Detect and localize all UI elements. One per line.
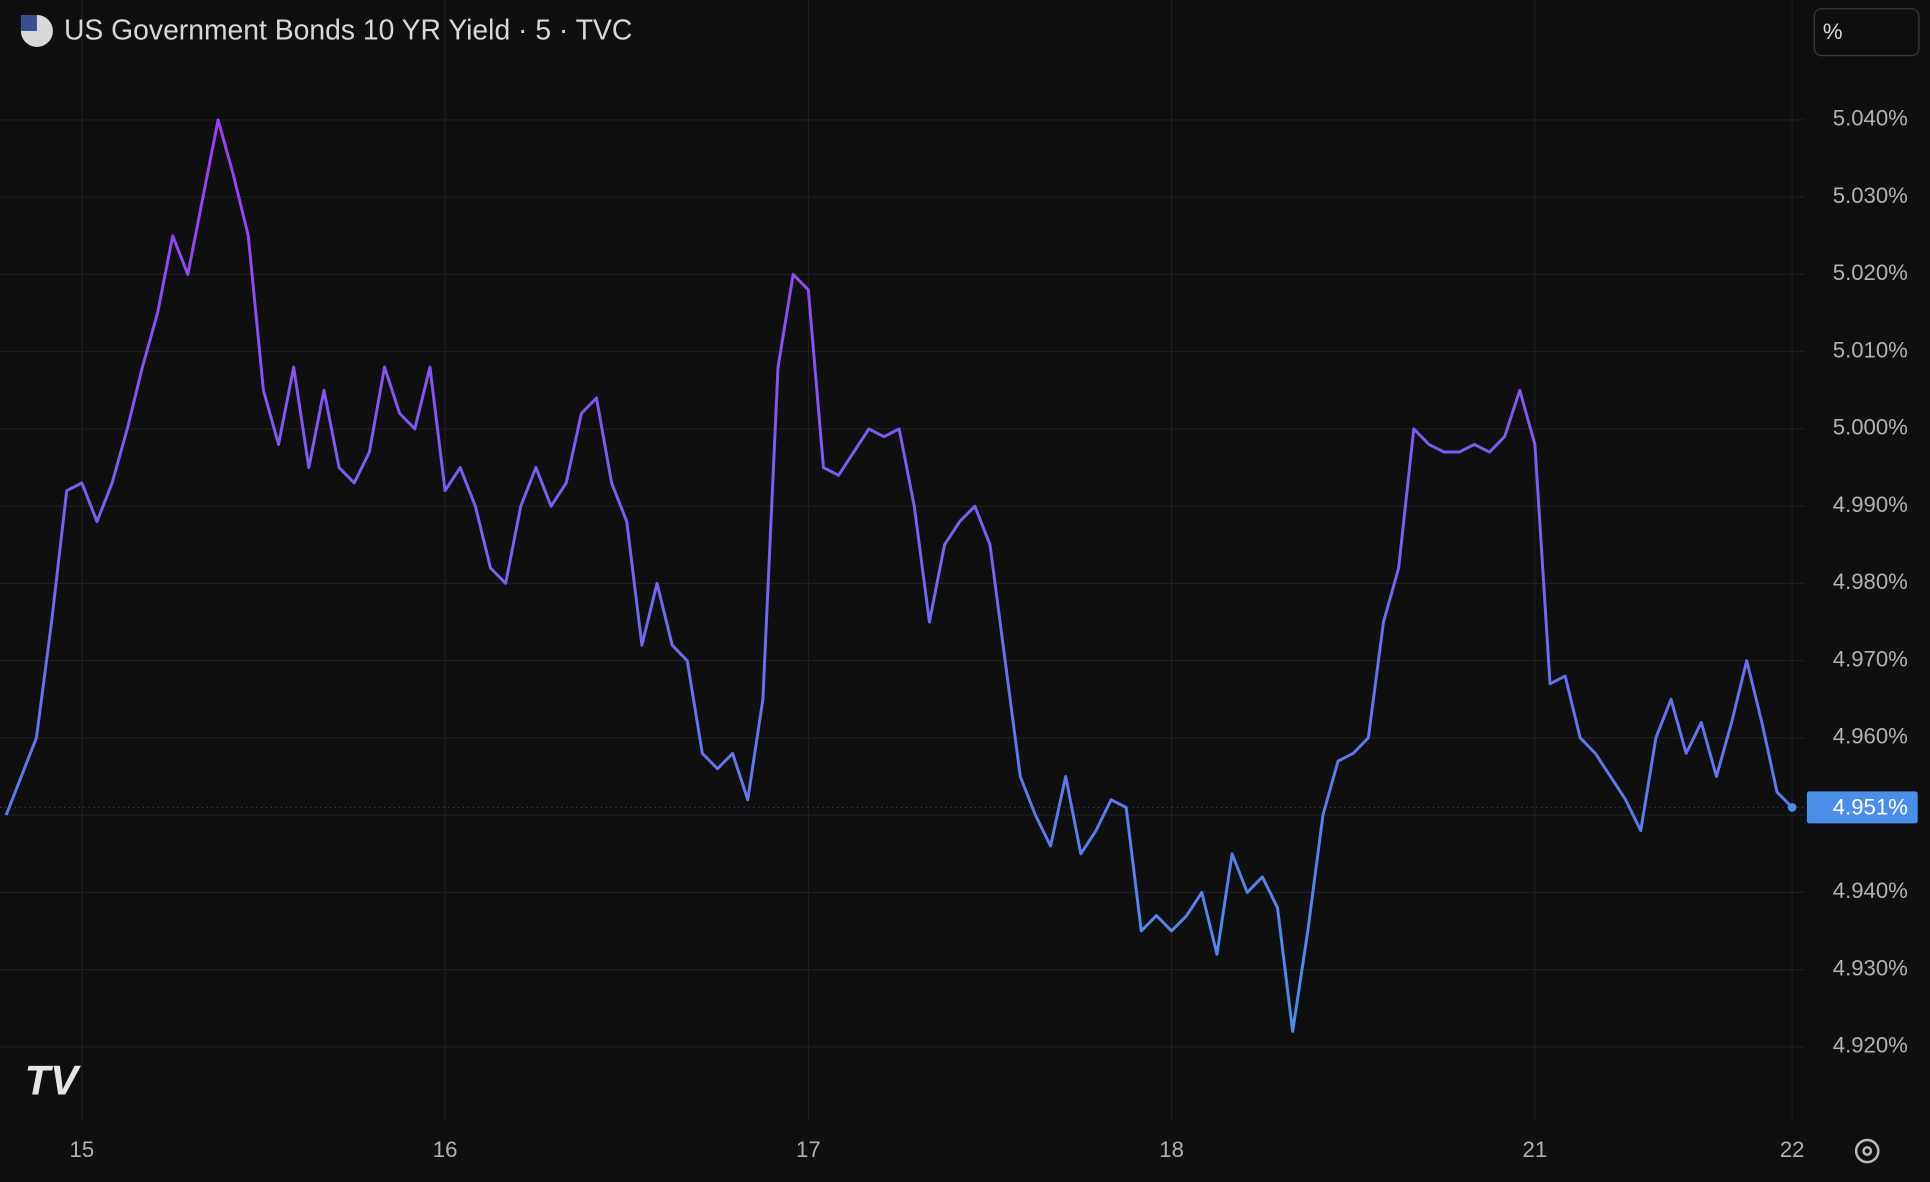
y-tick-label: 4.940% [1833,878,1908,903]
settings-icon-center [1862,1146,1873,1156]
y-tick-label: 5.040% [1833,106,1908,131]
logo: TV [25,1056,82,1103]
y-tick-label: 5.010% [1833,338,1908,363]
y-tick-label: 5.020% [1833,260,1908,285]
x-tick-label: 21 [1523,1137,1548,1162]
y-tick-label: 4.980% [1833,569,1908,594]
last-point [1787,803,1797,812]
x-tick-label: 15 [70,1137,95,1162]
y-tick-label: 4.990% [1833,492,1908,517]
yield-line [4,118,1794,1033]
unit-button-label[interactable]: % [1823,19,1843,44]
y-tick-label: 4.960% [1833,724,1908,749]
x-tick-label: 17 [796,1137,821,1162]
x-tick-label: 22 [1780,1137,1805,1162]
settings-icon[interactable] [1854,1138,1880,1164]
y-tick-label: 4.970% [1833,646,1908,671]
unit-button[interactable] [1813,8,1920,57]
last-price-label: 4.951% [1833,794,1908,819]
y-tick-label: 4.920% [1833,1033,1908,1058]
y-tick-label: 4.930% [1833,955,1908,980]
flag-canton [20,14,37,31]
chart-title: US Government Bonds 10 YR Yield · 5 · TV… [64,14,632,46]
last-price-box [1806,791,1918,824]
y-tick-label: 5.030% [1833,183,1908,208]
x-tick-label: 16 [433,1137,458,1162]
y-tick-label: 5.000% [1833,415,1908,440]
x-tick-label: 18 [1159,1137,1184,1162]
